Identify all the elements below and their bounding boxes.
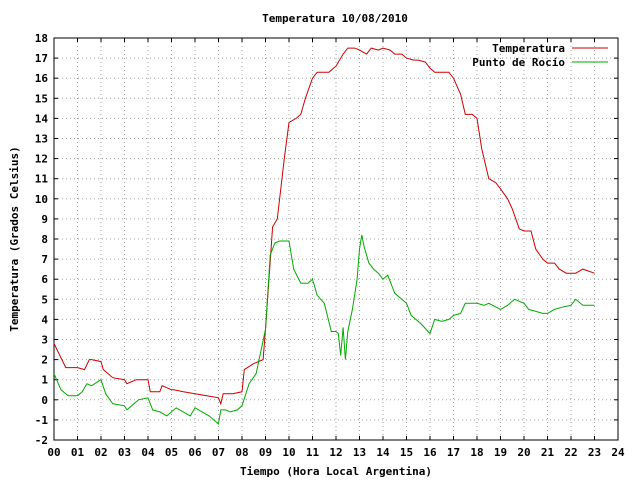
x-tick-label: 04 <box>141 446 155 459</box>
x-tick-label: 11 <box>306 446 320 459</box>
y-tick-label: -2 <box>35 434 48 447</box>
x-tick-label: 01 <box>71 446 85 459</box>
x-tick-label: 09 <box>259 446 272 459</box>
x-tick-label: 19 <box>494 446 507 459</box>
x-tick-label: 18 <box>470 446 483 459</box>
y-tick-label: 6 <box>41 273 48 286</box>
y-tick-label: 8 <box>41 233 48 246</box>
x-tick-label: 07 <box>212 446 225 459</box>
x-tick-label: 22 <box>564 446 577 459</box>
series-line-punto-de-roc-o <box>53 234 595 425</box>
y-tick-label: 11 <box>35 173 49 186</box>
y-tick-label: 1 <box>41 374 48 387</box>
grid-lines <box>54 38 618 440</box>
y-tick-label: 5 <box>41 293 48 306</box>
x-tick-label: 23 <box>588 446 601 459</box>
series-line-temperatura <box>53 47 595 406</box>
y-tick-label: 2 <box>41 354 48 367</box>
y-tick-label: 18 <box>35 32 48 45</box>
x-tick-label: 21 <box>541 446 555 459</box>
x-tick-label: 08 <box>235 446 248 459</box>
x-tick-label: 17 <box>447 446 460 459</box>
series-lines <box>53 47 595 425</box>
y-axis-label: Temperatura (Grados Celsius) <box>8 146 21 331</box>
x-tick-label: 05 <box>165 446 178 459</box>
y-tick-label: 4 <box>41 313 48 326</box>
y-tick-label: 12 <box>35 153 48 166</box>
x-tick-label: 12 <box>329 446 342 459</box>
y-tick-label: 3 <box>41 334 48 347</box>
x-tick-label: 00 <box>47 446 60 459</box>
x-tick-label: 03 <box>118 446 131 459</box>
x-tick-label: 24 <box>611 446 625 459</box>
x-tick-label: 13 <box>353 446 366 459</box>
x-tick-label: 16 <box>423 446 437 459</box>
x-tick-label: 06 <box>188 446 202 459</box>
x-tick-label: 02 <box>94 446 107 459</box>
y-tick-label: 10 <box>35 193 48 206</box>
x-axis-label: Tiempo (Hora Local Argentina) <box>240 465 432 478</box>
y-tick-label: 9 <box>41 213 48 226</box>
y-tick-label: 17 <box>35 52 48 65</box>
y-tick-label: 7 <box>41 253 48 266</box>
x-tick-label: 15 <box>400 446 413 459</box>
chart-title: Temperatura 10/08/2010 <box>262 12 408 25</box>
y-tick-label: 0 <box>41 394 48 407</box>
y-tick-label: 15 <box>35 92 48 105</box>
legend-label: Temperatura <box>492 42 565 55</box>
y-tick-label: 14 <box>35 112 49 125</box>
y-tick-label: 16 <box>35 72 49 85</box>
axis-ticks: 00 01 02 03 04 05 06 07 08 09 10 11 12 13 14 15 16 17 18 19… <box>35 32 625 459</box>
x-tick-label: 10 <box>282 446 295 459</box>
x-tick-label: 14 <box>376 446 390 459</box>
y-tick-label: -1 <box>35 414 49 427</box>
x-tick-label: 20 <box>517 446 530 459</box>
legend-label: Punto de Rocío <box>472 56 565 69</box>
y-tick-label: 13 <box>35 133 48 146</box>
